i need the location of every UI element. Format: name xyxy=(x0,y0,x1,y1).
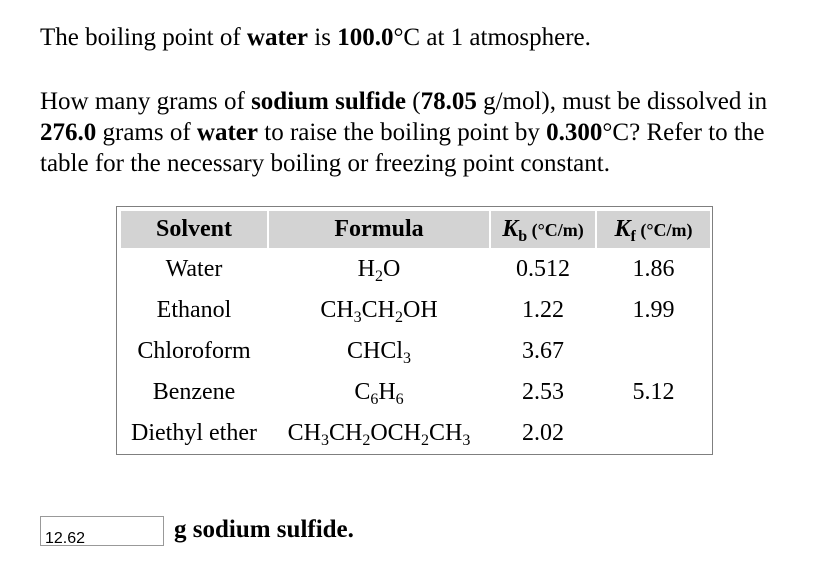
cell-kf xyxy=(597,414,710,453)
cell-formula: CH3CH2OCH2CH3 xyxy=(287,420,471,449)
table-row: Benzene C6H6 2.53 5.12 xyxy=(121,373,710,412)
intro-solvent: water xyxy=(246,24,308,51)
intro-text: The boiling point of xyxy=(40,24,247,51)
cell-kb: 2.02 xyxy=(522,420,564,446)
table-row: Diethyl ether CH3CH2OCH2CH3 2.02 xyxy=(121,414,710,453)
header-kb: Kb (°C/m) xyxy=(491,211,595,248)
cell-kf: 5.12 xyxy=(632,379,675,405)
question-segment: g/mol), must be dissolved in xyxy=(476,88,768,115)
cell-solvent: Chloroform xyxy=(137,338,251,364)
cell-kb: 3.67 xyxy=(522,338,564,364)
intro-text: °C at 1 atmosphere. xyxy=(393,24,591,51)
intro-text: is xyxy=(308,24,338,51)
cell-solvent: Diethyl ether xyxy=(131,420,257,446)
header-kf: Kf (°C/m) xyxy=(597,211,710,248)
answer-input[interactable]: 12.62 xyxy=(40,516,164,547)
table-header-row: Solvent Formula Kb (°C/m) Kf (°C/m) xyxy=(121,211,710,248)
cell-kb: 0.512 xyxy=(516,256,570,282)
question-text: How many grams of sodium sulfide (78.05 … xyxy=(40,86,810,179)
table-row: Water H2O 0.512 1.86 xyxy=(121,250,710,289)
cell-solvent: Water xyxy=(165,256,223,282)
answer-unit: g sodium sulfide xyxy=(174,516,348,543)
table-row: Ethanol CH3CH2OH 1.22 1.99 xyxy=(121,291,710,330)
answer-row: 12.62 g sodium sulfide. xyxy=(40,514,354,547)
constants-table-frame: Solvent Formula Kb (°C/m) Kf (°C/m) Wate… xyxy=(116,206,713,455)
cell-kb: 1.22 xyxy=(522,297,564,323)
intro-statement: The boiling point of water is 100.0°C at… xyxy=(40,22,810,53)
solvent-mass: 276.0 xyxy=(40,119,97,146)
delta-temperature: 0.300 xyxy=(546,119,603,146)
question-solvent: water xyxy=(196,119,258,146)
question-segment: °C? Refer to the table for the necessary… xyxy=(40,119,765,177)
molar-mass: 78.05 xyxy=(420,88,477,115)
solute-name: sodium sulfide xyxy=(251,88,406,115)
cell-formula: CHCl3 xyxy=(346,338,411,367)
constants-table: Solvent Formula Kb (°C/m) Kf (°C/m) Wate… xyxy=(119,209,712,455)
cell-formula: CH3CH2OH xyxy=(320,297,438,326)
boiling-point-value: 100.0 xyxy=(337,24,394,51)
cell-formula: C6H6 xyxy=(354,379,404,408)
cell-kf xyxy=(597,332,710,371)
question-segment: grams of xyxy=(96,119,197,146)
table-row: Chloroform CHCl3 3.67 xyxy=(121,332,710,371)
header-formula: Formula xyxy=(269,211,489,248)
cell-solvent: Ethanol xyxy=(156,297,232,323)
answer-period: . xyxy=(347,516,354,543)
cell-solvent: Benzene xyxy=(152,379,236,405)
question-segment: to raise the boiling point by xyxy=(258,119,547,146)
cell-formula: H2O xyxy=(357,256,401,285)
question-segment: How many grams of xyxy=(40,88,252,115)
cell-kf: 1.86 xyxy=(632,256,675,282)
cell-kb: 2.53 xyxy=(522,379,564,405)
header-solvent: Solvent xyxy=(121,211,267,248)
question-segment: ( xyxy=(406,88,421,115)
cell-kf: 1.99 xyxy=(632,297,675,323)
